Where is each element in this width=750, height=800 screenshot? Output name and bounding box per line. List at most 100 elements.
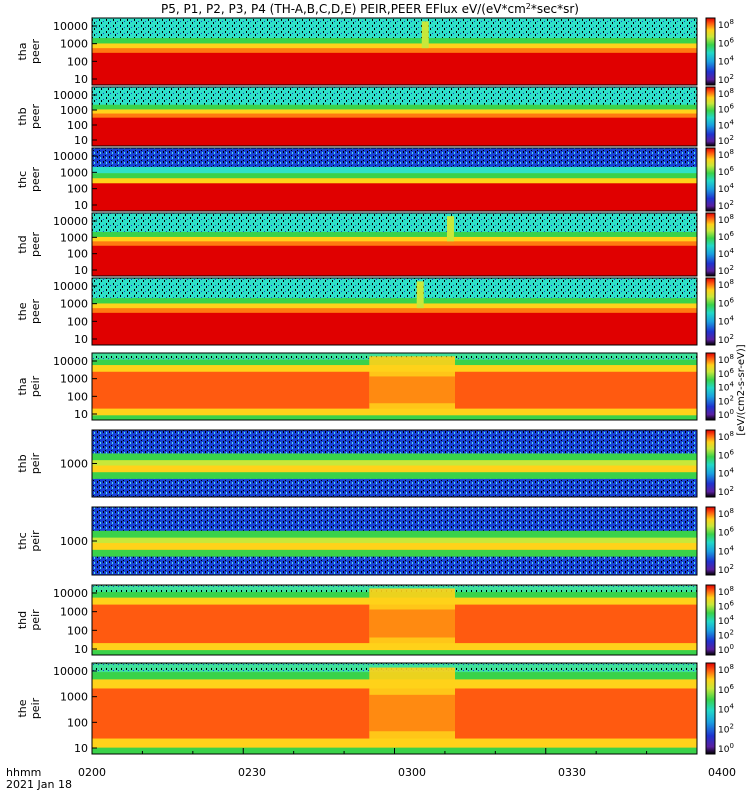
spectrum-band: [92, 278, 697, 299]
colorbar-tick-label: 104: [718, 55, 734, 68]
y-tick-label: 10000: [53, 20, 88, 33]
y-label-probe: the: [16, 699, 29, 717]
spectrum-band: [92, 113, 697, 119]
spectrum-band: [92, 236, 697, 242]
y-tick-label: 100: [67, 390, 88, 403]
colorbar-tick-label: 100: [718, 408, 734, 421]
spectrum-band: [92, 183, 697, 212]
spectrum-band: [92, 104, 697, 110]
panel-frame: [91, 212, 698, 277]
y-tick-label: 10000: [53, 215, 88, 228]
colorbar-tick-label: 102: [718, 333, 734, 346]
spectrum-band: [92, 303, 697, 309]
y-tick-label: 100: [67, 624, 88, 637]
colorbar-tick-label: 106: [718, 230, 734, 243]
colorbar-tick-label: 102: [718, 199, 734, 212]
y-label-probe: the: [16, 302, 29, 320]
colorbar-tick-label: 102: [718, 563, 734, 576]
spectrum-band: [92, 178, 697, 184]
spectrum-band: [92, 43, 697, 49]
y-label-probe: thc: [16, 171, 29, 188]
panel-frame: [91, 17, 698, 86]
spectrum-band: [92, 430, 697, 454]
y-tick-label: 10: [74, 643, 88, 656]
y-tick-label: 100: [67, 716, 88, 729]
colorbar: [705, 86, 716, 147]
colorbar-tick-label: 102: [718, 394, 734, 407]
y-label-probe: thd: [16, 611, 29, 629]
colorbar: [705, 429, 716, 498]
title-superscript: 2: [526, 2, 531, 11]
panel-tha-peer: 10000 1000 100 10 tha peer 108 106 104 102: [16, 17, 734, 86]
colorbar-tick-label: 102: [718, 134, 734, 147]
time-axis-date: 2021 Jan 18: [6, 778, 72, 791]
y-label-instrument: peir: [29, 609, 42, 631]
event-core: [369, 694, 455, 732]
spectrum-band: [92, 87, 697, 106]
colorbar-tick-label: 108: [718, 213, 734, 226]
colorbar-tick-label: 104: [718, 467, 734, 480]
spectrum-band: [92, 472, 697, 480]
colorbar: [705, 584, 716, 656]
y-tick-label: 1000: [60, 458, 88, 471]
spectrum-band: [92, 231, 697, 238]
event-core: [369, 609, 455, 638]
y-label-instrument: peir: [29, 697, 42, 719]
y-tick-label: 10000: [53, 587, 88, 600]
colorbar-tick-label: 102: [718, 73, 734, 86]
spectrum-band: [92, 117, 697, 147]
spectrum-band: [92, 549, 697, 558]
time-axis-label: hhmm: [6, 766, 41, 779]
colorbar-tick-label: 108: [718, 278, 734, 291]
y-tick-label: 1000: [60, 373, 88, 386]
y-tick-label: 1000: [60, 606, 88, 619]
y-label-instrument: peer: [29, 104, 42, 130]
spectrum-band: [92, 166, 697, 174]
y-tick-label: 100: [67, 55, 88, 68]
spectrum-band: [92, 650, 697, 656]
panel-thb-peir: 1000 thb peir 108 106 104 102: [16, 429, 734, 498]
y-label-instrument: peer: [29, 39, 42, 65]
spectrum-band: [92, 543, 697, 551]
spectrum-band: [92, 173, 697, 179]
event-core: [369, 376, 455, 404]
y-label-instrument: peir: [29, 530, 42, 552]
spectrum-band: [92, 213, 697, 233]
y-tick-label: 10: [74, 73, 88, 86]
y-label-probe: thb: [16, 454, 29, 472]
colorbar-tick-label: 102: [718, 722, 734, 735]
y-label-instrument: peer: [29, 299, 42, 325]
colorbar: [705, 17, 716, 86]
colorbar: [705, 662, 716, 755]
y-label-instrument: peer: [29, 232, 42, 258]
y-tick-label: 10: [74, 264, 88, 277]
colorbar-tick-label: 106: [718, 103, 734, 116]
event-spike: [421, 21, 429, 49]
colorbar-tick-label: 104: [718, 381, 734, 394]
colorbar: [705, 277, 716, 346]
time-axis: 0200 0230 0300 0330 0400 hhmm 2021 Jan 1…: [6, 766, 736, 791]
y-tick-label: 100: [67, 183, 88, 196]
panel-frame: [91, 277, 698, 346]
spectrum-band: [92, 556, 697, 576]
colorbar: [705, 147, 716, 212]
y-tick-label: 1000: [60, 535, 88, 548]
colorbar-tick-label: 108: [718, 507, 734, 520]
y-tick-label: 100: [67, 248, 88, 261]
colorbar-tick-label: 108: [718, 430, 734, 443]
colorbar-tick-label: 102: [718, 485, 734, 498]
event-spike: [446, 216, 454, 242]
time-tick-0200: 0200: [78, 766, 106, 779]
colorbar-tick-label: 104: [718, 247, 734, 260]
spectrum-band: [92, 38, 697, 44]
y-tick-label: 10000: [53, 280, 88, 293]
colorbar-tick-label: 104: [718, 703, 734, 716]
spectrum-band: [92, 148, 697, 168]
colorbar-tick-label: 108: [718, 663, 734, 676]
spectrum-band: [92, 18, 697, 39]
spectrum-band: [92, 453, 697, 461]
panel-frame: [91, 352, 698, 421]
y-tick-label: 10: [74, 134, 88, 147]
